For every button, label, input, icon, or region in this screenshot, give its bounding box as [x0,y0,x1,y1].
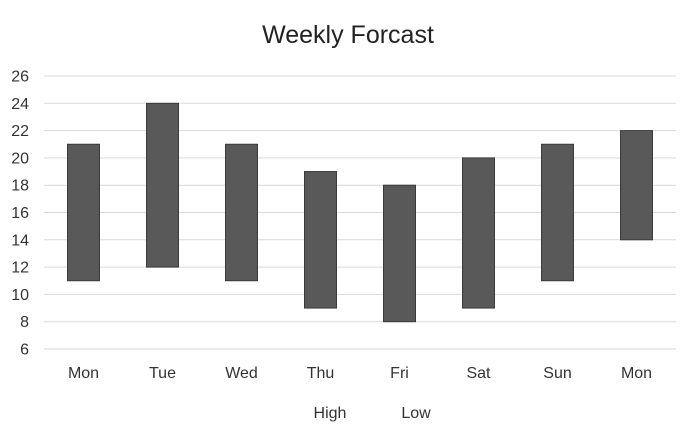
y-tick-label: 14 [11,232,29,249]
range-bar [225,143,258,282]
y-tick-label: 12 [11,260,29,277]
y-tick-label: 8 [20,314,29,331]
x-tick-label: Mon [68,365,99,382]
y-tick-label: 18 [11,178,29,195]
legend: High Low [314,405,432,422]
y-tick-label: 16 [11,205,29,222]
gridlines [44,75,676,350]
y-tick-label: 22 [11,123,29,140]
range-bar [146,102,179,268]
range-bar [383,184,416,323]
y-axis: 6 8 10 12 14 16 18 20 22 24 26 [11,69,29,359]
x-tick-label: Sun [543,365,571,382]
y-tick-label: 20 [11,150,29,167]
range-bar [541,143,574,282]
x-tick-label: Fri [390,365,409,382]
legend-entry: High [314,405,347,422]
x-tick-label: Sat [466,365,491,382]
x-tick-label: Wed [225,365,258,382]
range-bar [620,130,653,241]
x-tick-label: Mon [621,365,652,382]
range-bar [462,157,495,309]
x-axis: Mon Tue Wed Thu Fri Sat Sun Mon [68,365,652,382]
range-bar [67,143,100,282]
x-tick-label: Tue [149,365,176,382]
y-tick-label: 26 [11,69,29,86]
chart-title: Weekly Forcast [262,21,434,49]
y-tick-label: 10 [11,287,29,304]
y-tick-label: 6 [20,342,29,359]
bars [67,102,653,323]
y-tick-label: 24 [11,96,29,113]
range-bar [304,171,337,309]
x-tick-label: Thu [307,365,335,382]
legend-entry: Low [401,405,431,422]
